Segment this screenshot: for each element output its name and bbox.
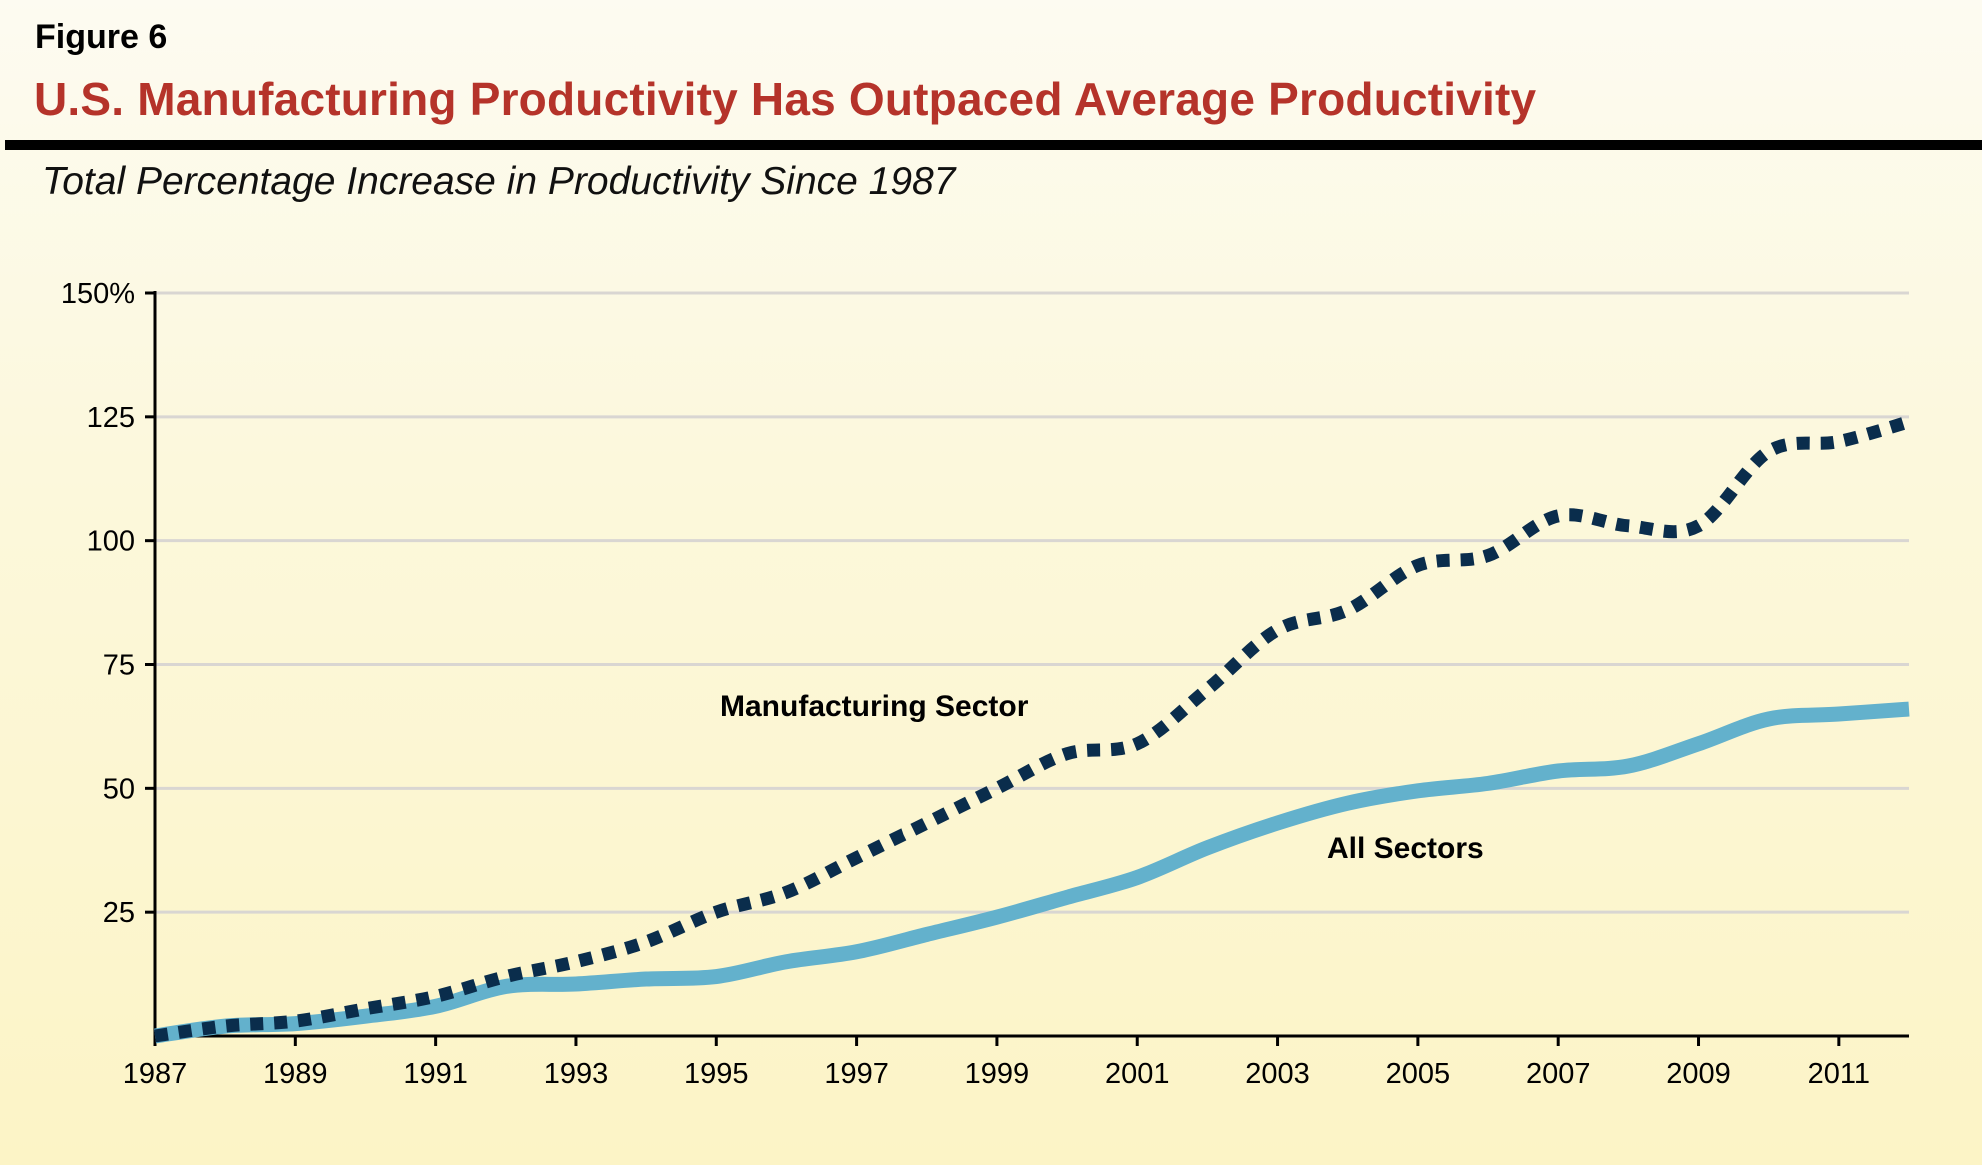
x-tick-label: 2001: [1105, 1058, 1170, 1090]
y-tick-label: 75: [103, 650, 135, 682]
x-tick-label: 2011: [1808, 1058, 1870, 1090]
x-tick-label: 1989: [263, 1058, 328, 1090]
y-tick-label: 25: [103, 897, 135, 929]
series-line-manufacturing-sector: [154, 415, 1911, 1043]
x-tick-label: 1987: [123, 1058, 188, 1090]
series-label-manufacturing-sector: Manufacturing Sector: [720, 690, 1029, 723]
x-tick-label: 1995: [684, 1058, 749, 1090]
x-tick-label: 1997: [824, 1058, 889, 1090]
x-tick-label: 2005: [1386, 1058, 1451, 1090]
x-tick-label: 1991: [403, 1058, 468, 1090]
y-tick-label: 100: [87, 526, 135, 558]
x-tick-label: 2009: [1666, 1058, 1731, 1090]
x-tick-label: 1999: [965, 1058, 1030, 1090]
y-tick-label: 50: [103, 773, 135, 805]
chart-subtitle: Total Percentage Increase in Productivit…: [42, 160, 956, 203]
figure-label: Figure 6: [35, 18, 168, 56]
title-divider: [5, 140, 1982, 150]
chart-title: U.S. Manufacturing Productivity Has Outp…: [34, 73, 1537, 125]
y-tick-label: 125: [87, 402, 135, 434]
y-tick-label: 150%: [61, 278, 135, 310]
series-label-all-sectors: All Sectors: [1327, 832, 1484, 865]
series-line-all-sectors: [153, 701, 1910, 1044]
x-tick-label: 2007: [1526, 1058, 1591, 1090]
x-tick-label: 2003: [1245, 1058, 1310, 1090]
x-tick-label: 1993: [544, 1058, 609, 1090]
